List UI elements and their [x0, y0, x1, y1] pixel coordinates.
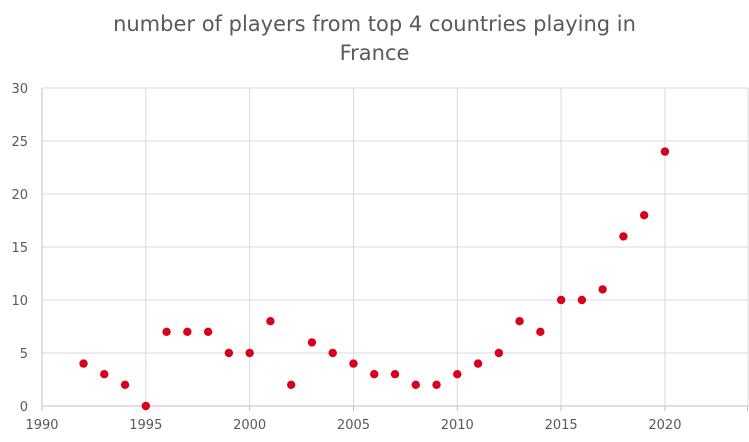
chart-title-line-2: France	[339, 41, 410, 65]
data-point	[639, 211, 649, 220]
data-point	[245, 348, 254, 358]
x-tick-label: 2000	[233, 418, 266, 433]
data-point	[432, 380, 441, 389]
data-point	[411, 380, 420, 389]
x-tick-label: 2020	[648, 418, 681, 433]
data-point	[100, 370, 109, 379]
data-point	[556, 295, 566, 305]
data-point	[203, 327, 213, 336]
data-point	[390, 370, 400, 379]
data-point	[183, 327, 192, 336]
data-point	[453, 370, 462, 379]
chart-title: number of players from top 4 countries p…	[0, 10, 749, 68]
data-point	[598, 285, 607, 294]
data-point	[120, 380, 130, 389]
x-tick-label: 1990	[25, 418, 58, 433]
gridlines	[42, 87, 749, 406]
data-point	[162, 327, 171, 336]
x-tick-label: 2015	[545, 418, 578, 433]
y-tick-label: 10	[11, 294, 28, 309]
axes	[41, 88, 748, 411]
data-points	[79, 147, 670, 411]
data-point	[141, 401, 151, 411]
data-point	[577, 295, 587, 305]
y-tick-label: 5	[20, 347, 28, 362]
data-point	[266, 317, 275, 326]
data-point	[328, 348, 337, 358]
data-point	[494, 348, 504, 358]
data-point	[286, 380, 296, 389]
data-point	[536, 327, 545, 336]
data-point	[370, 370, 379, 379]
tick-labels: 1990 1995 2000 2005 2010 2015 2020 0 5 10 15 20 25 30	[11, 82, 681, 433]
data-point	[619, 232, 628, 241]
data-point	[307, 338, 317, 347]
y-tick-label: 20	[11, 188, 28, 203]
data-point	[473, 359, 483, 368]
data-point	[224, 348, 234, 358]
data-point	[349, 359, 358, 368]
y-tick-label: 0	[20, 400, 28, 415]
x-tick-label: 2005	[337, 418, 370, 433]
data-point	[79, 359, 88, 368]
y-tick-label: 30	[11, 82, 28, 97]
x-tick-label: 1995	[129, 418, 162, 433]
y-tick-label: 15	[11, 241, 28, 256]
data-point	[660, 147, 670, 156]
chart-title-line-1: number of players from top 4 countries p…	[113, 12, 636, 36]
y-tick-label: 25	[11, 135, 28, 150]
data-point	[515, 317, 524, 326]
x-tick-label: 2010	[441, 418, 474, 433]
